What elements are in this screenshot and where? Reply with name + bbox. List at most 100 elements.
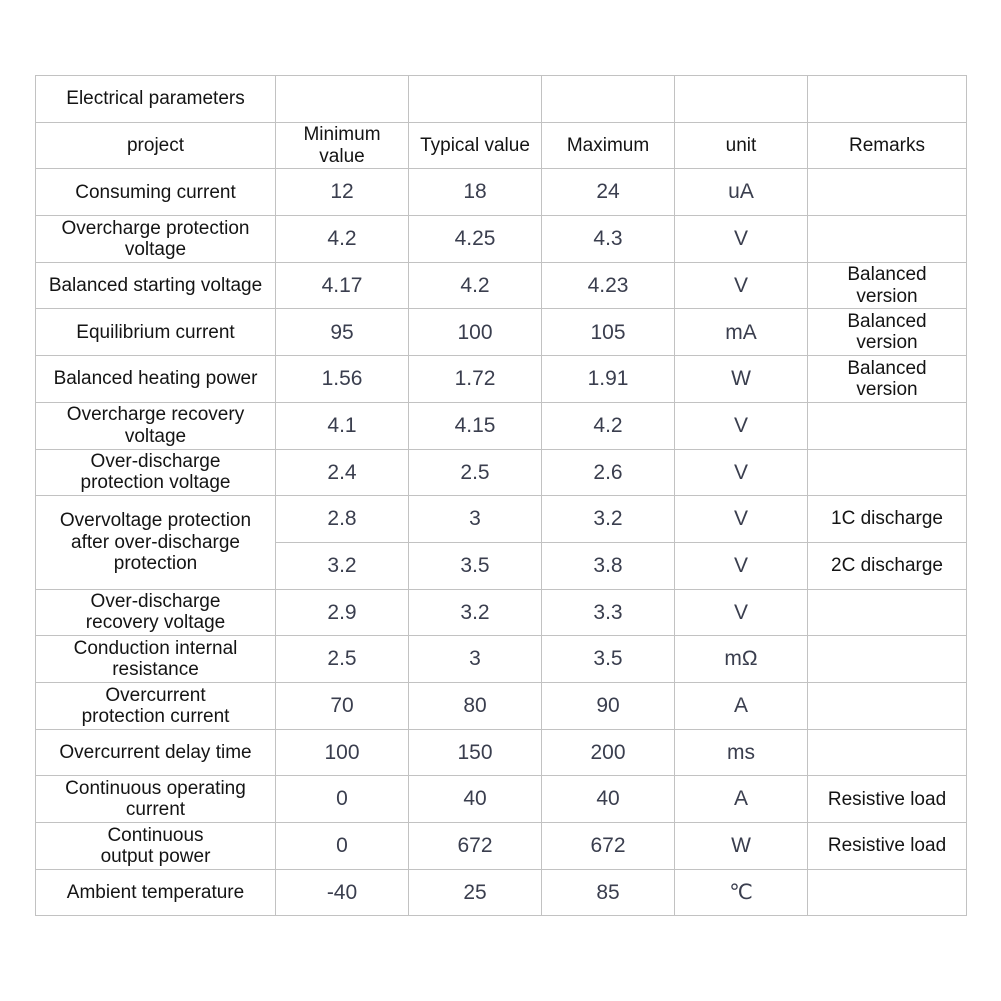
minimum-value-cell: 0 [275, 822, 409, 870]
electrical-parameters-table: Electrical parameters project Minimum va… [35, 75, 967, 917]
maximum-value-cell: 4.3 [541, 215, 675, 263]
column-header-maximum: Maximum [541, 121, 675, 170]
empty-cell [807, 75, 967, 123]
remarks-cell [807, 635, 967, 683]
remarks-cell: Balanced version [807, 308, 967, 357]
param-name-cell: Conduction internal resistance [35, 635, 276, 683]
table-row: Balanced starting voltage 4.17 4.2 4.23 V Bal… [35, 261, 967, 310]
param-name-cell: Overcurrent delay time [35, 728, 276, 777]
param-name-cell: Equilibrium current [35, 308, 276, 357]
maximum-value-cell: 3.5 [541, 635, 675, 683]
unit-cell: W [674, 355, 808, 403]
minimum-value-cell: 2.4 [275, 448, 409, 497]
remarks-cell: Balanced version [807, 355, 967, 403]
typical-value-cell: 672 [408, 822, 542, 870]
empty-cell [408, 75, 542, 123]
table-row: 3.2 3.5 3.8 V 2C discharge [36, 541, 967, 590]
maximum-value-cell: 1.91 [541, 355, 675, 403]
typical-value-cell: 25 [408, 868, 542, 917]
table-row: Consuming current 12 18 24 uA [35, 168, 967, 217]
maximum-value-cell: 3.2 [541, 495, 675, 543]
minimum-value-cell: 4.1 [275, 401, 409, 450]
typical-value-cell: 3 [408, 495, 542, 543]
minimum-value-cell: 3.2 [275, 541, 409, 590]
table-row: Continuous operating current 0 40 40 A Resist… [35, 775, 967, 823]
param-name-cell: Overcurrent protection current [35, 681, 276, 730]
table-title-cell: Electrical parameters [35, 75, 276, 123]
minimum-value-cell: -40 [275, 868, 409, 917]
minimum-value-cell: 2.8 [275, 495, 409, 543]
maximum-value-cell: 200 [541, 728, 675, 777]
typical-value-cell: 3.2 [408, 588, 542, 637]
unit-cell: V [674, 448, 808, 497]
column-header-project: project [35, 121, 276, 170]
typical-value-cell: 80 [408, 681, 542, 730]
maximum-value-cell: 3.3 [541, 588, 675, 637]
minimum-value-cell: 95 [275, 308, 409, 357]
maximum-value-cell: 24 [541, 168, 675, 217]
maximum-value-cell: 3.8 [541, 541, 675, 590]
typical-value-cell: 4.2 [408, 261, 542, 310]
minimum-value-cell: 1.56 [275, 355, 409, 403]
unit-cell: mΩ [674, 635, 808, 683]
typical-value-cell: 4.25 [408, 215, 542, 263]
remarks-cell [807, 588, 967, 637]
table-row: Overvoltage protection after over-discha… [35, 495, 967, 590]
table-row: Overcharge recovery voltage 4.1 4.15 4.2 V [35, 401, 967, 450]
param-name-cell: Ambient temperature [35, 868, 276, 917]
param-name-cell: Overcharge protection voltage [35, 215, 276, 263]
remarks-cell [807, 728, 967, 777]
minimum-value-cell: 0 [275, 775, 409, 823]
param-name-cell: Continuous operating current [35, 775, 276, 823]
unit-cell: V [674, 261, 808, 310]
table-row: Overcharge protection voltage 4.2 4.25 4.3 V [35, 215, 967, 263]
table-title-row: Electrical parameters [35, 75, 967, 123]
typical-value-cell: 4.15 [408, 401, 542, 450]
typical-value-cell: 3.5 [408, 541, 542, 590]
minimum-value-cell: 12 [275, 168, 409, 217]
param-name-cell: Continuous output power [35, 822, 276, 870]
typical-value-cell: 40 [408, 775, 542, 823]
table-row: Overcurrent protection current 70 80 90 A [35, 681, 967, 730]
table-row: Continuous output power 0 672 672 W Resistive… [35, 822, 967, 870]
column-header-unit: unit [674, 121, 808, 170]
remarks-cell: Resistive load [807, 775, 967, 823]
remarks-cell: 2C discharge [807, 541, 967, 590]
maximum-value-cell: 4.2 [541, 401, 675, 450]
minimum-value-cell: 2.5 [275, 635, 409, 683]
maximum-value-cell: 40 [541, 775, 675, 823]
table-row: Balanced heating power 1.56 1.72 1.91 W Balan… [35, 355, 967, 403]
typical-value-cell: 150 [408, 728, 542, 777]
maximum-value-cell: 4.23 [541, 261, 675, 310]
remarks-cell: 1C discharge [807, 495, 967, 543]
remarks-cell [807, 168, 967, 217]
remarks-cell [807, 448, 967, 497]
typical-value-cell: 2.5 [408, 448, 542, 497]
param-name-cell: Consuming current [35, 168, 276, 217]
remarks-cell [807, 401, 967, 450]
remarks-cell [807, 681, 967, 730]
unit-cell: V [674, 495, 808, 543]
unit-cell: W [674, 822, 808, 870]
typical-value-cell: 100 [408, 308, 542, 357]
param-name-cell: Over-discharge recovery voltage [35, 588, 276, 637]
unit-cell: V [674, 588, 808, 637]
column-header-remarks: Remarks [807, 121, 967, 170]
empty-cell [674, 75, 808, 123]
unit-cell: A [674, 775, 808, 823]
typical-value-cell: 3 [408, 635, 542, 683]
maximum-value-cell: 672 [541, 822, 675, 870]
param-name-cell: Overvoltage protection after over-discha… [35, 495, 276, 590]
typical-value-cell: 1.72 [408, 355, 542, 403]
table-row: Ambient temperature -40 25 85 ℃ [35, 868, 967, 917]
maximum-value-cell: 105 [541, 308, 675, 357]
minimum-value-cell: 2.9 [275, 588, 409, 637]
unit-cell: V [674, 401, 808, 450]
maximum-value-cell: 90 [541, 681, 675, 730]
unit-cell: A [674, 681, 808, 730]
table-row: Conduction internal resistance 2.5 3 3.5 mΩ [35, 635, 967, 683]
param-name-cell: Balanced heating power [35, 355, 276, 403]
param-name-cell: Balanced starting voltage [35, 261, 276, 310]
param-name-cell: Overcharge recovery voltage [35, 401, 276, 450]
